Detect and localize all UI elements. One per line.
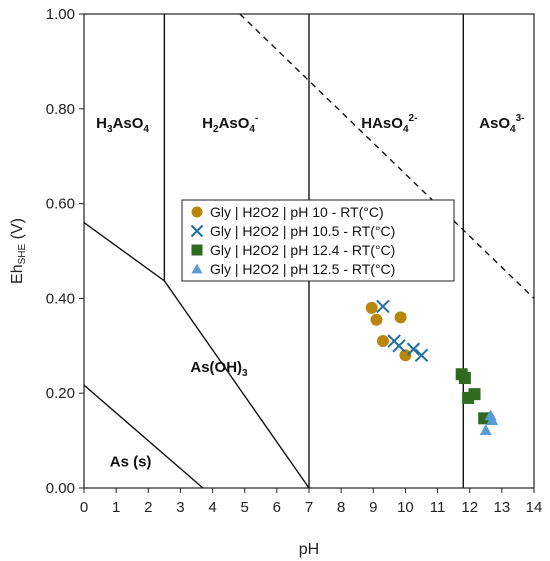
x-tick-label: 8: [337, 499, 345, 516]
phase-boundary-line: [83, 221, 310, 489]
data-point-x: [406, 342, 421, 356]
legend-entry-label: Gly | H2O2 | pH 12.4 - RT(°C): [210, 242, 395, 258]
phase-boundary-line: [83, 384, 204, 489]
legend-marker-triangle: [191, 263, 203, 274]
y-tick-label: 0.00: [46, 480, 75, 497]
y-axis-title-subscript: SHE: [17, 243, 28, 264]
y-axis-title: EhSHE (V): [9, 218, 28, 284]
data-point-circle: [376, 335, 389, 348]
region-label: H3AsO4: [96, 115, 149, 135]
data-point-square: [458, 372, 471, 385]
y-tick-label: 0.20: [46, 385, 75, 402]
x-tick-label: 7: [305, 499, 313, 516]
y-tick-label: 0.80: [46, 101, 75, 118]
x-axis-ticks: 0 1 2 3 4 5 6 7 8 9 10 11 12 13 14: [80, 488, 543, 516]
region-label: AsO43-: [479, 113, 524, 135]
y-axis-ticks: 0.00 0.20 0.40 0.60 0.80 1.00: [46, 6, 84, 497]
legend-entry-label: Gly | H2O2 | pH 12.5 - RT(°C): [210, 261, 395, 277]
x-axis-title: pH: [299, 541, 319, 558]
data-points: [365, 299, 499, 435]
region-label: H2AsO4-: [202, 113, 258, 135]
data-point-x: [376, 299, 390, 314]
water-stability-line: [239, 13, 535, 299]
phase-boundaries: [83, 13, 535, 489]
data-point-circle: [370, 313, 383, 326]
data-point-triangle: [479, 424, 492, 435]
x-tick-label: 2: [144, 499, 152, 516]
legend-entry-label: Gly | H2O2 | pH 10.5 - RT(°C): [210, 223, 395, 239]
legend: Gly | H2O2 | pH 10 - RT(°C) Gly | H2O2 | …: [181, 199, 455, 282]
data-point-circle: [394, 311, 407, 324]
y-tick-label: 0.40: [46, 290, 75, 307]
x-tick-label: 13: [494, 499, 511, 516]
region-label: As(OH)3: [190, 359, 248, 379]
legend-marker-x: [190, 224, 204, 238]
legend-box: [181, 199, 455, 282]
legend-marker-circle: [191, 206, 203, 218]
data-point-x: [392, 339, 406, 353]
x-tick-label: 6: [273, 499, 281, 516]
data-point-x: [414, 348, 429, 362]
x-tick-label: 9: [369, 499, 377, 516]
legend-marker-square: [191, 244, 203, 256]
data-point-circle: [365, 301, 378, 314]
x-tick-label: 11: [430, 499, 446, 516]
region-label: As (s): [110, 454, 152, 471]
legend-entry-label: Gly | H2O2 | pH 10 - RT(°C): [210, 204, 384, 220]
data-point-circle: [399, 349, 412, 362]
x-tick-label: 0: [80, 499, 88, 516]
x-tick-label: 14: [526, 499, 543, 516]
y-axis-title-main: Eh: [9, 264, 26, 284]
x-tick-label: 12: [461, 499, 478, 516]
data-point-square: [468, 388, 481, 401]
y-axis-title-unit: (V): [9, 218, 26, 244]
y-tick-label: 0.60: [46, 196, 75, 213]
x-tick-label: 3: [176, 499, 184, 516]
data-point-square: [478, 412, 491, 425]
x-tick-label: 10: [397, 499, 414, 516]
data-point-triangle: [486, 414, 499, 426]
x-tick-label: 1: [112, 499, 120, 516]
region-label: HAsO42-: [361, 113, 417, 135]
y-tick-label: 1.00: [46, 6, 75, 23]
region-labels: H3AsO4 H2AsO4- HAsO42- AsO43- As(OH)3 As (s): [96, 113, 524, 471]
x-tick-label: 4: [208, 499, 216, 516]
x-tick-label: 5: [241, 499, 249, 516]
